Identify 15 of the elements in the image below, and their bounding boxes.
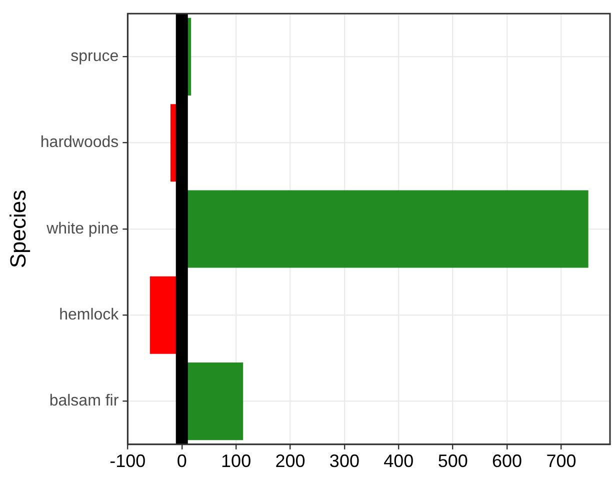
- x-tick-label: 700: [546, 451, 576, 472]
- y-tick-label: white pine: [46, 220, 119, 238]
- x-tick-label: 500: [438, 451, 468, 472]
- y-tick-label: hardwoods: [40, 134, 119, 152]
- x-tick-label: 600: [492, 451, 522, 472]
- y-tick-label: balsam fir: [49, 392, 120, 410]
- x-tick-label: 300: [329, 451, 360, 472]
- x-tick-label: 200: [275, 451, 306, 472]
- x-tick-label: 0: [176, 451, 187, 472]
- x-tick-label: 100: [221, 451, 252, 472]
- y-tick-label: spruce: [70, 48, 119, 66]
- y-axis-title: Species: [5, 190, 30, 268]
- x-tick-label: 400: [384, 451, 414, 472]
- y-tick-label: hemlock: [59, 306, 120, 324]
- x-tick-label: -100: [110, 451, 146, 472]
